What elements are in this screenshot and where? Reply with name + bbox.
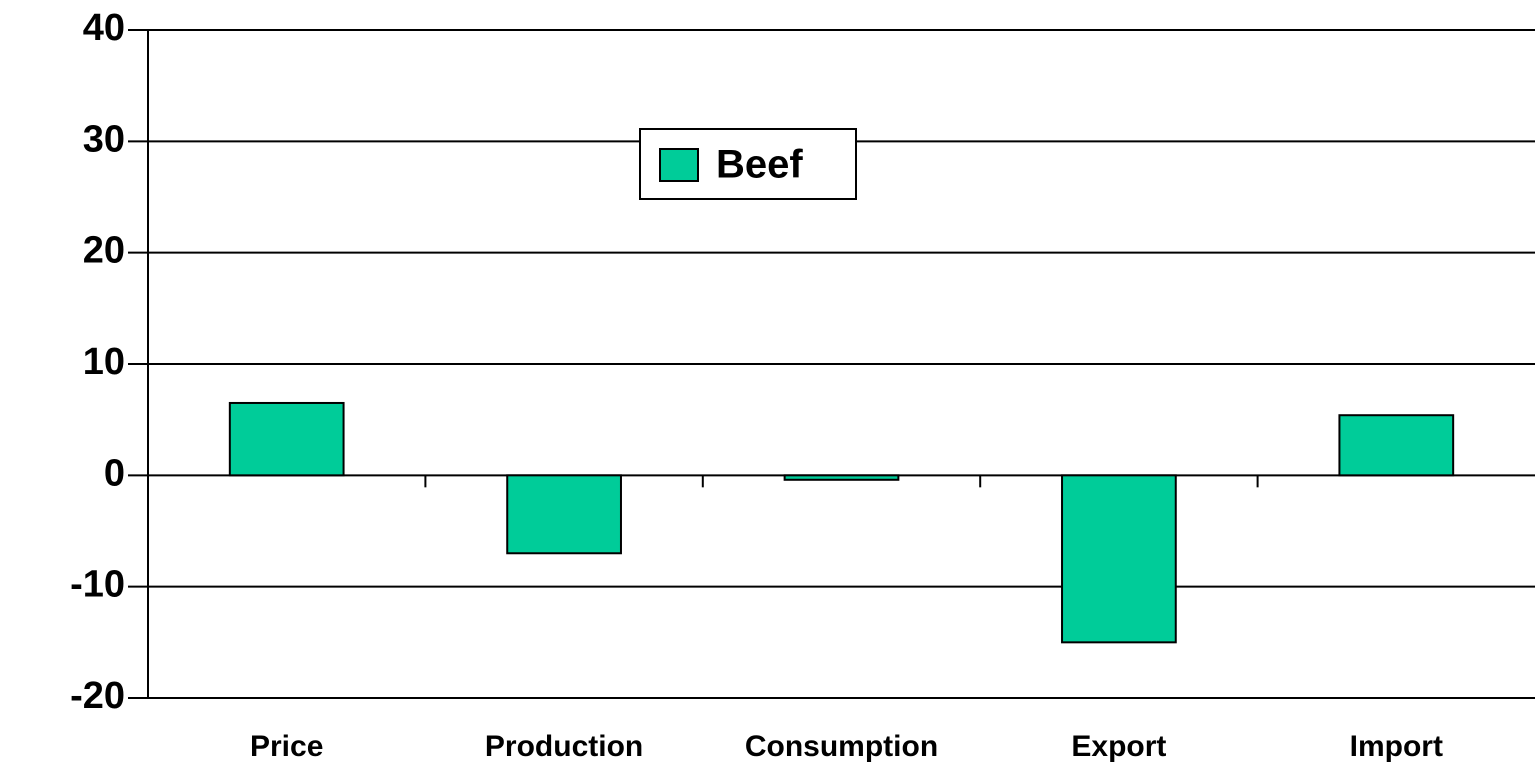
y-tick-label: 30 [83, 118, 125, 160]
bar [783, 474, 900, 481]
y-tick-label: 40 [83, 7, 125, 49]
x-tick-label: Production [485, 730, 643, 763]
y-tick-label: 20 [83, 230, 125, 272]
x-tick-label: Price [250, 730, 323, 763]
bar [506, 474, 622, 555]
x-tick-label: Import [1350, 730, 1443, 763]
legend-swatch [659, 148, 699, 182]
x-tick-label: Export [1071, 730, 1166, 763]
bar [228, 401, 345, 477]
y-tick-label: 0 [104, 452, 125, 494]
bar [1338, 414, 1455, 477]
legend-label: Beef [716, 143, 803, 187]
y-tick-label: -10 [70, 564, 125, 606]
y-tick-label: 10 [83, 341, 125, 383]
bar [1061, 474, 1177, 644]
x-tick-label: Consumption [745, 730, 938, 763]
legend: Beef [639, 128, 857, 200]
y-tick-label: -20 [70, 675, 125, 717]
